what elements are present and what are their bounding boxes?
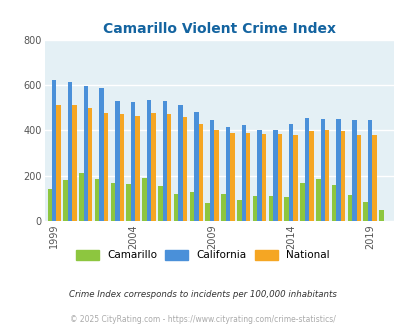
Bar bbox=[331, 185, 335, 221]
Bar bbox=[173, 194, 178, 221]
Bar bbox=[261, 134, 266, 221]
Bar bbox=[198, 123, 202, 221]
Bar bbox=[194, 112, 198, 221]
Bar bbox=[245, 133, 250, 221]
Bar bbox=[257, 130, 261, 221]
Bar bbox=[252, 196, 257, 221]
Bar bbox=[214, 130, 218, 221]
Bar bbox=[146, 100, 151, 221]
Title: Camarillo Violent Crime Index: Camarillo Violent Crime Index bbox=[102, 22, 335, 36]
Text: © 2025 CityRating.com - https://www.cityrating.com/crime-statistics/: © 2025 CityRating.com - https://www.city… bbox=[70, 315, 335, 324]
Bar bbox=[209, 120, 214, 221]
Bar bbox=[268, 196, 273, 221]
Bar bbox=[68, 82, 72, 221]
Bar bbox=[288, 123, 293, 221]
Bar bbox=[378, 210, 383, 221]
Bar bbox=[166, 115, 171, 221]
Bar bbox=[351, 120, 356, 221]
Bar bbox=[304, 118, 308, 221]
Bar bbox=[277, 134, 281, 221]
Bar bbox=[230, 133, 234, 221]
Bar bbox=[205, 203, 209, 221]
Bar bbox=[158, 186, 162, 221]
Bar bbox=[83, 86, 88, 221]
Bar bbox=[178, 105, 182, 221]
Bar bbox=[356, 135, 360, 221]
Bar bbox=[47, 189, 52, 221]
Bar bbox=[237, 200, 241, 221]
Bar bbox=[221, 194, 225, 221]
Bar bbox=[95, 179, 99, 221]
Bar bbox=[340, 131, 344, 221]
Bar bbox=[284, 197, 288, 221]
Bar bbox=[88, 108, 92, 221]
Bar bbox=[347, 195, 351, 221]
Bar bbox=[56, 105, 61, 221]
Bar bbox=[142, 178, 146, 221]
Bar bbox=[104, 113, 108, 221]
Bar bbox=[115, 101, 119, 221]
Bar bbox=[308, 131, 313, 221]
Bar bbox=[293, 135, 297, 221]
Bar bbox=[189, 192, 194, 221]
Bar bbox=[126, 184, 130, 221]
Bar bbox=[162, 101, 166, 221]
Bar bbox=[130, 102, 135, 221]
Bar bbox=[151, 113, 155, 221]
Bar bbox=[52, 81, 56, 221]
Bar bbox=[335, 119, 340, 221]
Bar bbox=[320, 119, 324, 221]
Bar bbox=[111, 182, 115, 221]
Bar bbox=[119, 115, 124, 221]
Bar bbox=[371, 135, 376, 221]
Bar bbox=[362, 202, 367, 221]
Bar bbox=[79, 174, 83, 221]
Bar bbox=[72, 105, 77, 221]
Legend: Camarillo, California, National: Camarillo, California, National bbox=[76, 250, 329, 260]
Bar bbox=[367, 120, 371, 221]
Bar bbox=[99, 88, 104, 221]
Bar bbox=[300, 182, 304, 221]
Text: Crime Index corresponds to incidents per 100,000 inhabitants: Crime Index corresponds to incidents per… bbox=[69, 290, 336, 299]
Bar bbox=[315, 179, 320, 221]
Bar bbox=[135, 115, 139, 221]
Bar bbox=[63, 180, 68, 221]
Bar bbox=[241, 125, 245, 221]
Bar bbox=[182, 117, 187, 221]
Bar bbox=[273, 130, 277, 221]
Bar bbox=[225, 127, 230, 221]
Bar bbox=[324, 130, 328, 221]
